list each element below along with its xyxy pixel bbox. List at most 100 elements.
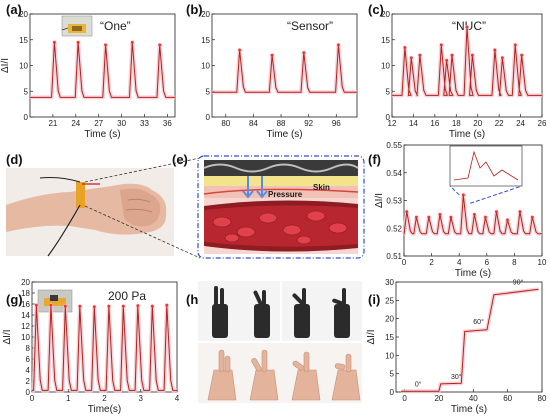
data-point: [150, 304, 154, 308]
y-tick-label: 10: [385, 351, 394, 360]
x-tick-label: 16: [430, 119, 439, 128]
series-halo: [212, 42, 357, 95]
chart-f: 0 2 4 6 8 10 0.51 0.52 0.53 0.54 0.55 Time (s) ΔI/I: [374, 141, 547, 279]
series-line: [212, 44, 357, 93]
x-tick-label: 80: [538, 394, 547, 403]
inset-connector: [449, 185, 460, 196]
data-point: [158, 43, 162, 47]
data-point: [63, 304, 67, 308]
data-point: [405, 210, 409, 214]
zoom-line-bottom: [84, 205, 201, 259]
x-tick-label: 2: [102, 394, 107, 403]
x-tick-label: 0: [402, 394, 407, 403]
y-tick-label: 2: [26, 377, 31, 386]
panel-d-wrist-photo: [6, 168, 174, 257]
data-point: [415, 215, 418, 219]
chart-b: 80 84 88 92 96 0 5 10 15 20 Time (s): [201, 10, 358, 140]
y-tick-label: 5: [206, 87, 211, 96]
data-point: [130, 40, 134, 44]
y-tick-label: 16: [21, 300, 30, 309]
y-tick-label: 18: [21, 289, 30, 298]
y-tick-label: 0: [390, 388, 395, 397]
x-tick-label: 10: [538, 258, 547, 267]
x-tick-label: 26: [538, 119, 547, 128]
inset-series-line: [453, 150, 519, 181]
chart-i-frame: [395, 281, 543, 393]
inset-connector: [470, 185, 523, 204]
data-point: [76, 40, 80, 44]
y-tick-label: 10: [21, 333, 30, 342]
y-tick-label: 12: [21, 322, 30, 331]
data-point: [121, 304, 125, 308]
x-tick-label: 2: [429, 258, 434, 267]
data-point: [493, 48, 497, 52]
y-tick-label: 20: [201, 10, 210, 19]
data-point: [518, 210, 522, 214]
y-tick-label: 20: [381, 10, 390, 19]
x-tick-label: 20: [434, 394, 443, 403]
panel-label-d: (d): [6, 152, 23, 167]
x-tick-label: 60: [503, 394, 512, 403]
y-tick-label: 20: [385, 315, 394, 324]
data-point: [78, 304, 82, 308]
y-tick-label: 0: [26, 388, 31, 397]
data-point: [107, 304, 111, 308]
y-tick-label: 15: [201, 36, 210, 45]
data-point: [465, 25, 469, 29]
data-point: [461, 193, 465, 197]
x-tick-label: 96: [332, 119, 341, 128]
series-line: [392, 26, 542, 96]
y-tick-label: 15: [19, 36, 28, 45]
chart-b-xlabel: Time (s): [266, 129, 302, 140]
y-tick-label: 0: [24, 113, 29, 122]
zoom-line-top: [84, 157, 201, 183]
x-tick-label: 40: [469, 394, 478, 403]
data-point: [92, 305, 96, 309]
panel-a-device-photo: [61, 15, 93, 37]
data-point: [500, 56, 504, 60]
data-point: [470, 53, 474, 57]
panel-e-skin-schematic: Pressure Skin: [197, 155, 365, 259]
y-tick-label: 0.53: [386, 197, 402, 206]
data-point: [484, 215, 487, 219]
chart-g-ylabel: ΔI/I: [2, 329, 13, 344]
data-point: [270, 53, 274, 57]
y-tick-label: 5: [390, 370, 395, 379]
y-tick-label: 4: [26, 366, 31, 375]
panel-label-a: (a): [6, 2, 22, 17]
x-tick-label: 8: [512, 258, 517, 267]
panel-b-note: “Sensor”: [287, 19, 333, 33]
y-tick-label: 8: [26, 344, 31, 353]
chart-i-ylabel: ΔI/I: [366, 329, 377, 344]
data-point: [53, 40, 56, 44]
chart-g-xlabel: Time(s): [88, 404, 122, 415]
y-tick-label: 25: [385, 296, 394, 305]
series-line: [403, 194, 542, 235]
panel-a-note: “One”: [100, 19, 131, 33]
x-tick-label: 3: [139, 394, 144, 403]
data-point: [34, 303, 38, 307]
chart-a-ylabel: ΔI/I: [0, 58, 11, 73]
data-point: [409, 56, 413, 60]
data-point: [438, 212, 442, 216]
y-tick-label: 10: [381, 62, 390, 71]
x-tick-label: 33: [140, 119, 149, 128]
data-point: [418, 53, 422, 57]
y-tick-label: 30: [385, 278, 394, 287]
y-tick-label: 20: [21, 278, 30, 287]
inset-frame: [449, 145, 523, 187]
data-point: [403, 46, 407, 49]
panel-g-note: 200 Pa: [108, 289, 146, 303]
data-point: [445, 58, 449, 62]
data-point: [165, 303, 169, 307]
x-tick-label: 92: [304, 119, 313, 128]
chart-f-ylabel: ΔI/I: [374, 193, 385, 208]
data-point: [238, 48, 242, 52]
y-tick-label: 0.55: [386, 141, 402, 150]
data-point: [449, 215, 453, 219]
y-tick-label: 14: [21, 311, 30, 320]
series-line: [30, 41, 175, 98]
robot-hand-photos: [198, 281, 362, 341]
data-point: [472, 212, 476, 216]
